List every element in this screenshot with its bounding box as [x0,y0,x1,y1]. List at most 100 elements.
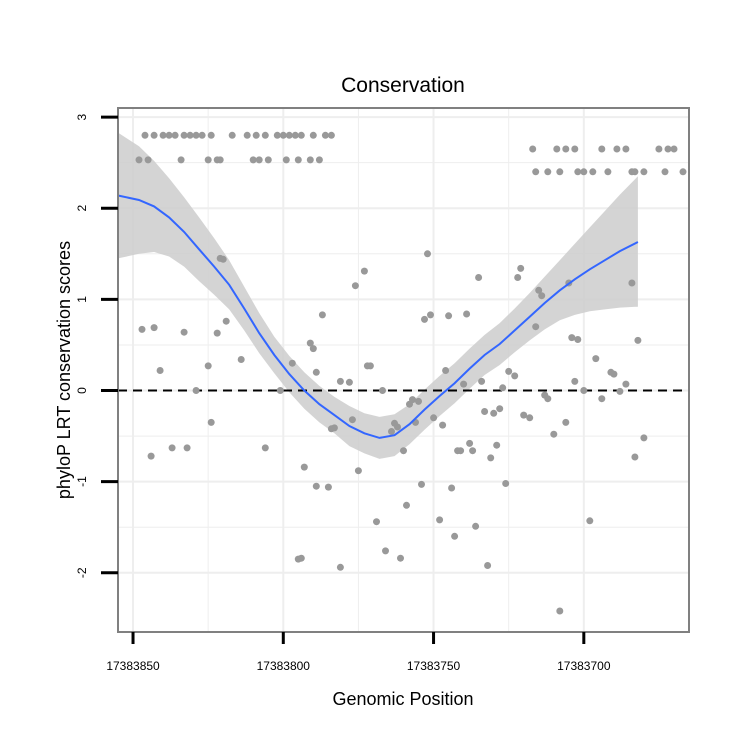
data-point [252,131,260,139]
data-point [598,145,606,153]
data-point [571,145,579,153]
data-point [180,131,188,139]
data-point [345,378,353,386]
data-point [400,447,407,455]
data-point [532,168,540,176]
data-point [451,532,459,540]
data-point [291,131,299,139]
data-point [655,145,663,153]
data-point [472,522,480,530]
data-point [237,356,245,363]
data-point [580,168,588,176]
x-axis-label: Genomic Position [332,689,473,709]
data-point [616,387,624,395]
data-point [249,156,257,164]
data-point [354,467,362,475]
smooth-line [117,194,639,439]
data-point [228,131,236,139]
data-point [622,380,630,388]
data-point [574,168,582,176]
data-point [592,355,600,363]
x-tick-label: 17383850 [106,659,160,673]
chart-title: Conservation [341,74,465,97]
data-point [186,131,194,139]
data-point [640,434,648,442]
y-axis-label: phyloP LRT conservation scores [54,241,74,499]
data-point [297,554,305,562]
data-point [204,156,212,164]
data-point [610,370,618,378]
data-point [282,156,290,164]
data-point [403,501,410,509]
data-point [219,255,227,263]
data-point [589,168,597,176]
data-point [288,359,296,367]
y-tick-label: 2 [75,205,89,212]
panel-border [117,107,690,633]
data-point [529,145,537,153]
data-point [180,328,188,336]
data-point [273,131,281,139]
data-point [505,367,513,375]
data-point [502,480,510,487]
data-point [526,414,534,422]
data-point [571,377,579,385]
data-point [469,447,477,455]
data-point [222,317,230,325]
smooth-line-path [117,194,639,439]
data-point [631,453,639,461]
data-point [631,168,639,176]
data-point [388,428,395,435]
data-point [318,311,326,319]
data-point [348,416,356,424]
data-point [324,483,332,491]
data-point [457,447,465,455]
data-point [373,518,380,526]
data-point [255,156,263,164]
data-point [243,131,251,139]
data-point [306,156,314,164]
data-point [499,384,507,392]
data-point [264,156,272,164]
data-point [379,387,386,394]
data-point [360,267,368,275]
data-point [327,131,335,139]
data-point [198,131,206,139]
data-point [165,131,173,139]
data-point [679,168,687,176]
data-point [156,367,164,374]
data-point [138,325,146,333]
data-point [568,334,576,342]
data-point [382,547,389,555]
data-point [460,380,468,388]
data-point [159,131,167,139]
data-point [481,408,489,415]
data-point [312,482,320,490]
data-point [640,168,648,176]
y-tick-label: 1 [75,296,89,303]
data-point [397,554,404,562]
data-point [147,452,155,460]
data-point [321,131,329,139]
data-point [177,156,185,164]
data-point [442,367,450,374]
data-point [276,387,284,394]
data-point [309,345,317,353]
data-point [553,145,561,153]
data-point [613,145,621,153]
data-point [496,405,504,413]
data-point [421,315,428,323]
data-point [439,421,447,429]
data-point [351,282,359,290]
x-tick-label: 17383800 [257,659,311,673]
data-point [183,444,191,452]
data-point [487,454,495,462]
data-point [661,168,669,176]
data-point [544,168,552,176]
data-point [556,168,564,176]
x-tick-label: 17383700 [557,659,611,673]
data-point [150,324,158,332]
data-point [309,131,317,139]
data-point [538,292,546,300]
